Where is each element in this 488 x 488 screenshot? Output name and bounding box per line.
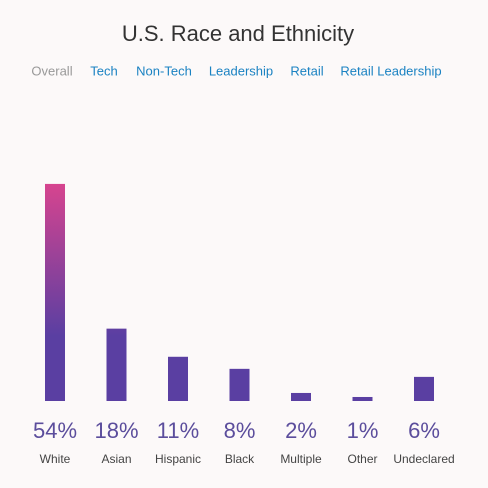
bar [45,183,65,401]
bar [414,376,434,401]
x-tick-label: Undeclared [393,452,454,466]
value-label: 1% [347,418,379,443]
bar [352,396,373,401]
tab[interactable]: Leadership [209,63,273,78]
value-label: 2% [285,418,317,443]
value-label: 18% [94,418,138,443]
bar [168,356,188,401]
tab: Overall [31,63,72,78]
tab[interactable]: Tech [90,63,117,78]
tab[interactable]: Non-Tech [136,63,192,78]
x-tick-label: Black [225,452,255,466]
tab[interactable]: Retail Leadership [340,63,441,78]
x-tick-label: Asian [101,452,131,466]
chart-title: U.S. Race and Ethnicity [122,21,354,46]
value-label: 11% [157,418,199,443]
bar [106,328,127,401]
x-tick-label: Other [347,452,377,466]
tab[interactable]: Retail [290,63,323,78]
value-label: 8% [224,418,256,443]
x-tick-label: Multiple [280,452,322,466]
x-tick-label: Hispanic [155,452,201,466]
bar [229,368,250,401]
value-label: 54% [33,418,77,443]
x-tick-label: White [40,452,71,466]
value-label: 6% [408,418,440,443]
bar [291,392,311,401]
